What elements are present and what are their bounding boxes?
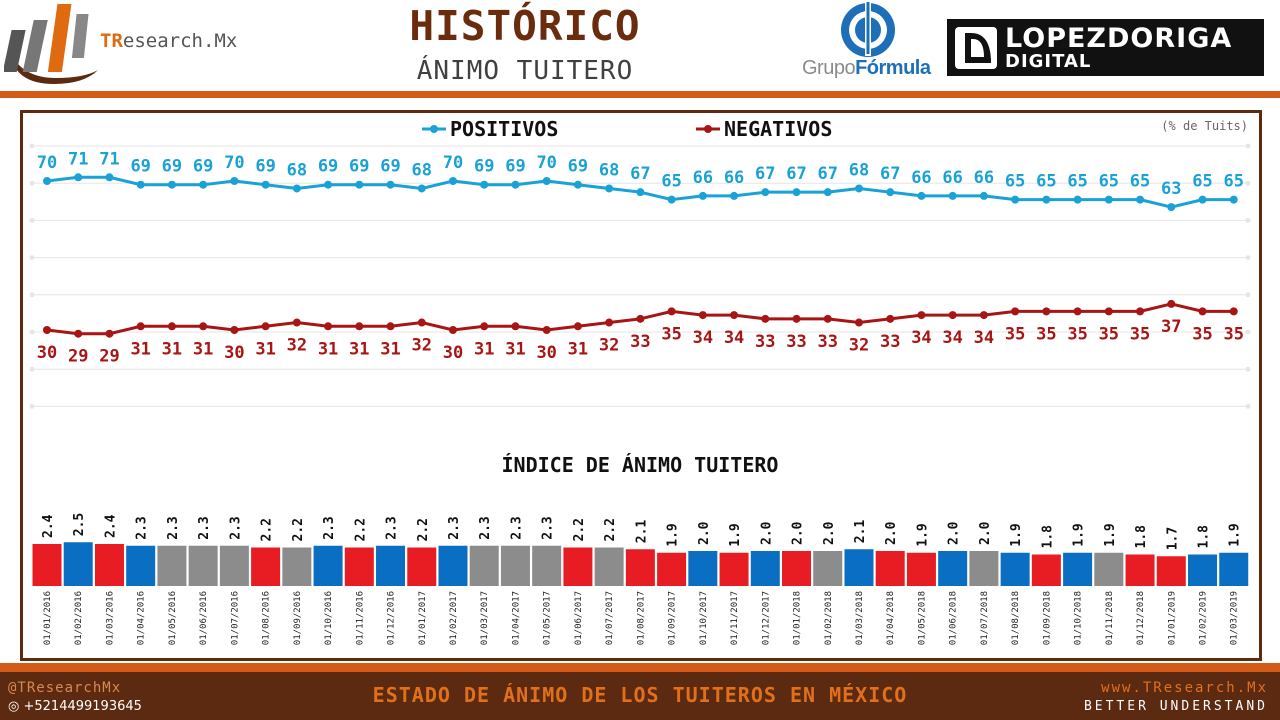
gf-prefix: Grupo — [802, 57, 856, 79]
footer — [0, 672, 1280, 720]
header: TResearch.Mx HISTÓRICO ÁNIMO TUITERO Gru… — [0, 0, 1280, 90]
lopezdoriga-icon — [955, 27, 997, 69]
whatsapp-icon: ◎ — [8, 699, 20, 714]
brand-rest: esearch.Mx — [122, 30, 238, 52]
twitter-handle: @TResearchMx — [8, 680, 122, 696]
grupo-formula-icon — [841, 0, 895, 57]
tresearch-logo-icon — [2, 4, 98, 84]
page-title: HISTÓRICO — [409, 2, 641, 50]
website-link[interactable]: www.TResearch.Mx — [1101, 680, 1268, 696]
brand-prefix: TR — [100, 30, 123, 52]
header-divider — [0, 91, 1280, 98]
footer-tagline: ESTADO DE ÁNIMO DE LOS TUITEROS EN MÉXIC… — [372, 683, 908, 707]
footer-divider — [0, 663, 1280, 672]
page-subtitle: ÁNIMO TUITERO — [416, 56, 634, 86]
grupo-formula-logo: GrupoFórmula — [800, 0, 940, 88]
ldd-line1: LOPEZDORIGA — [1005, 23, 1233, 54]
phone-number: ◎ +5214499193645 — [8, 699, 142, 714]
footer-slogan: BETTER UNDERSTAND — [1083, 699, 1268, 714]
tresearch-brand-text: TResearch.Mx — [100, 30, 237, 52]
lopezdoriga-logo: LOPEZDORIGA DIGITAL — [947, 19, 1264, 76]
gf-bold: Fórmula — [855, 57, 931, 79]
tresearch-logo: TResearch.Mx — [2, 0, 249, 90]
phone-text: +5214499193645 — [23, 699, 142, 714]
chart-frame — [20, 110, 1262, 661]
grupo-formula-text: GrupoFórmula — [802, 57, 931, 80]
ldd-line2: DIGITAL — [1005, 51, 1092, 72]
